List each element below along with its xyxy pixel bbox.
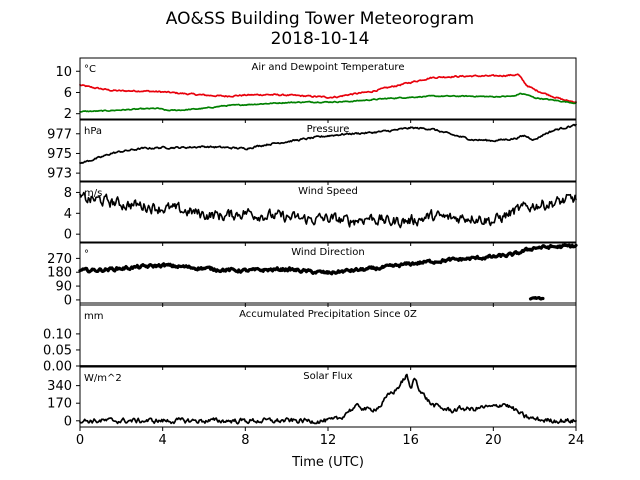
- figure-subtitle: 2018-10-14: [271, 29, 370, 49]
- panel-2: 973 975 977 hPa Pressure: [47, 119, 577, 185]
- y-tick-label: 90: [55, 280, 72, 295]
- y-tick-label: 8: [64, 186, 72, 201]
- panel-5: 0.00 0.050.10 mm Accumulated Precipitation …: [43, 304, 577, 375]
- y-tick-label: 975: [47, 147, 72, 162]
- x-tick-label: 16: [402, 433, 419, 448]
- x-tick-label: 8: [241, 433, 249, 448]
- panel-title: Air and Dewpoint Temperature: [252, 62, 405, 73]
- y-tick-label: 6: [64, 86, 72, 101]
- panel-title: Wind Speed: [298, 186, 358, 197]
- panel-stack: 2 6 10 °C Air and Dewpoint Temperature 973 975…: [43, 57, 585, 448]
- y-tick-label: 180: [47, 266, 72, 281]
- x-axis-label: Time (UTC): [291, 455, 364, 470]
- panel-unit: hPa: [84, 126, 102, 137]
- x-tick-label: 0: [76, 433, 84, 448]
- series-line-1: [78, 243, 578, 276]
- y-tick-label: 973: [47, 167, 72, 182]
- series-line-1: [79, 123, 577, 165]
- y-tick-label: 0.05: [43, 343, 72, 358]
- x-tick-label: 12: [320, 433, 337, 448]
- panel-unit: m/s: [84, 188, 102, 199]
- y-tick-label: 340: [47, 379, 72, 394]
- panel-3: 0 4 8 m/s Wind Speed: [64, 181, 577, 246]
- y-tick-label: 0.00: [43, 360, 72, 375]
- panel-1: 2 6 10 °C Air and Dewpoint Temperature: [55, 57, 577, 123]
- y-tick-label: 2: [64, 107, 72, 122]
- x-tick-label: 24: [568, 433, 585, 448]
- figure-title: AO&SS Building Tower Meteorogram: [166, 9, 474, 29]
- panel-title: Pressure: [307, 124, 350, 135]
- y-tick-label: 0.10: [43, 327, 72, 342]
- x-tick-label: 4: [159, 433, 167, 448]
- panel-unit: °C: [84, 64, 96, 75]
- panel-unit: mm: [84, 311, 103, 322]
- y-tick-label: 0: [64, 414, 72, 429]
- x-tick-label: 20: [485, 433, 502, 448]
- panel-title: Accumulated Precipitation Since 0Z: [239, 309, 417, 320]
- panel-unit: W/m^2: [84, 373, 122, 384]
- series-line-1: [79, 73, 577, 104]
- series-line-1: [79, 191, 577, 229]
- y-tick-label: 4: [64, 207, 72, 222]
- y-tick-label: 977: [47, 127, 72, 142]
- panel-title: Wind Direction: [291, 247, 365, 258]
- panel-unit: °: [84, 249, 89, 260]
- panel-6: 0 170 340 W/m^2 Solar Flux: [47, 366, 577, 431]
- panel-title: Solar Flux: [303, 371, 353, 382]
- series-line-2: [79, 92, 577, 113]
- series-line-1: [79, 373, 577, 425]
- y-tick-label: 0: [64, 228, 72, 243]
- y-tick-label: 270: [47, 252, 72, 267]
- y-tick-label: 10: [55, 65, 72, 80]
- y-tick-label: 0: [64, 293, 72, 308]
- series-line-2: [528, 295, 545, 301]
- y-tick-label: 170: [47, 397, 72, 412]
